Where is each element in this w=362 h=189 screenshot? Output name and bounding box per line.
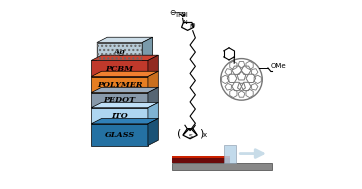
Text: x: x [202,132,206,138]
Text: TFSI: TFSI [175,12,189,18]
Text: PCBM: PCBM [106,64,134,73]
Polygon shape [148,119,158,146]
Bar [91,60,148,77]
Text: (: ( [177,129,182,139]
Polygon shape [91,87,158,93]
Bar [91,77,148,93]
Polygon shape [148,55,158,77]
Bar [97,43,142,60]
Text: PEDOT: PEDOT [104,96,136,104]
Text: ITO: ITO [111,112,128,120]
Polygon shape [91,119,158,124]
Text: N: N [189,24,194,29]
Text: ⊕: ⊕ [191,23,195,28]
Text: ): ) [199,129,203,139]
Bar [173,158,230,163]
Polygon shape [148,71,158,93]
Polygon shape [148,87,158,108]
Polygon shape [97,37,153,43]
Bar [91,124,148,146]
Polygon shape [91,55,158,60]
Text: POLYMER: POLYMER [97,81,142,89]
Polygon shape [91,102,158,108]
Bar [173,156,230,158]
Polygon shape [142,37,153,60]
Text: OMe: OMe [271,64,286,69]
Polygon shape [91,71,158,77]
Text: S: S [188,134,192,139]
Polygon shape [148,102,158,124]
Bar [173,163,272,170]
Text: N: N [182,20,187,25]
Bar [97,43,142,60]
Bar [91,93,148,108]
Bar [223,145,236,163]
Bar [91,108,148,124]
Text: GLASS: GLASS [105,131,135,139]
Text: Ag: Ag [114,47,126,56]
Text: ⊖: ⊖ [169,8,176,17]
Text: N: N [180,12,185,17]
